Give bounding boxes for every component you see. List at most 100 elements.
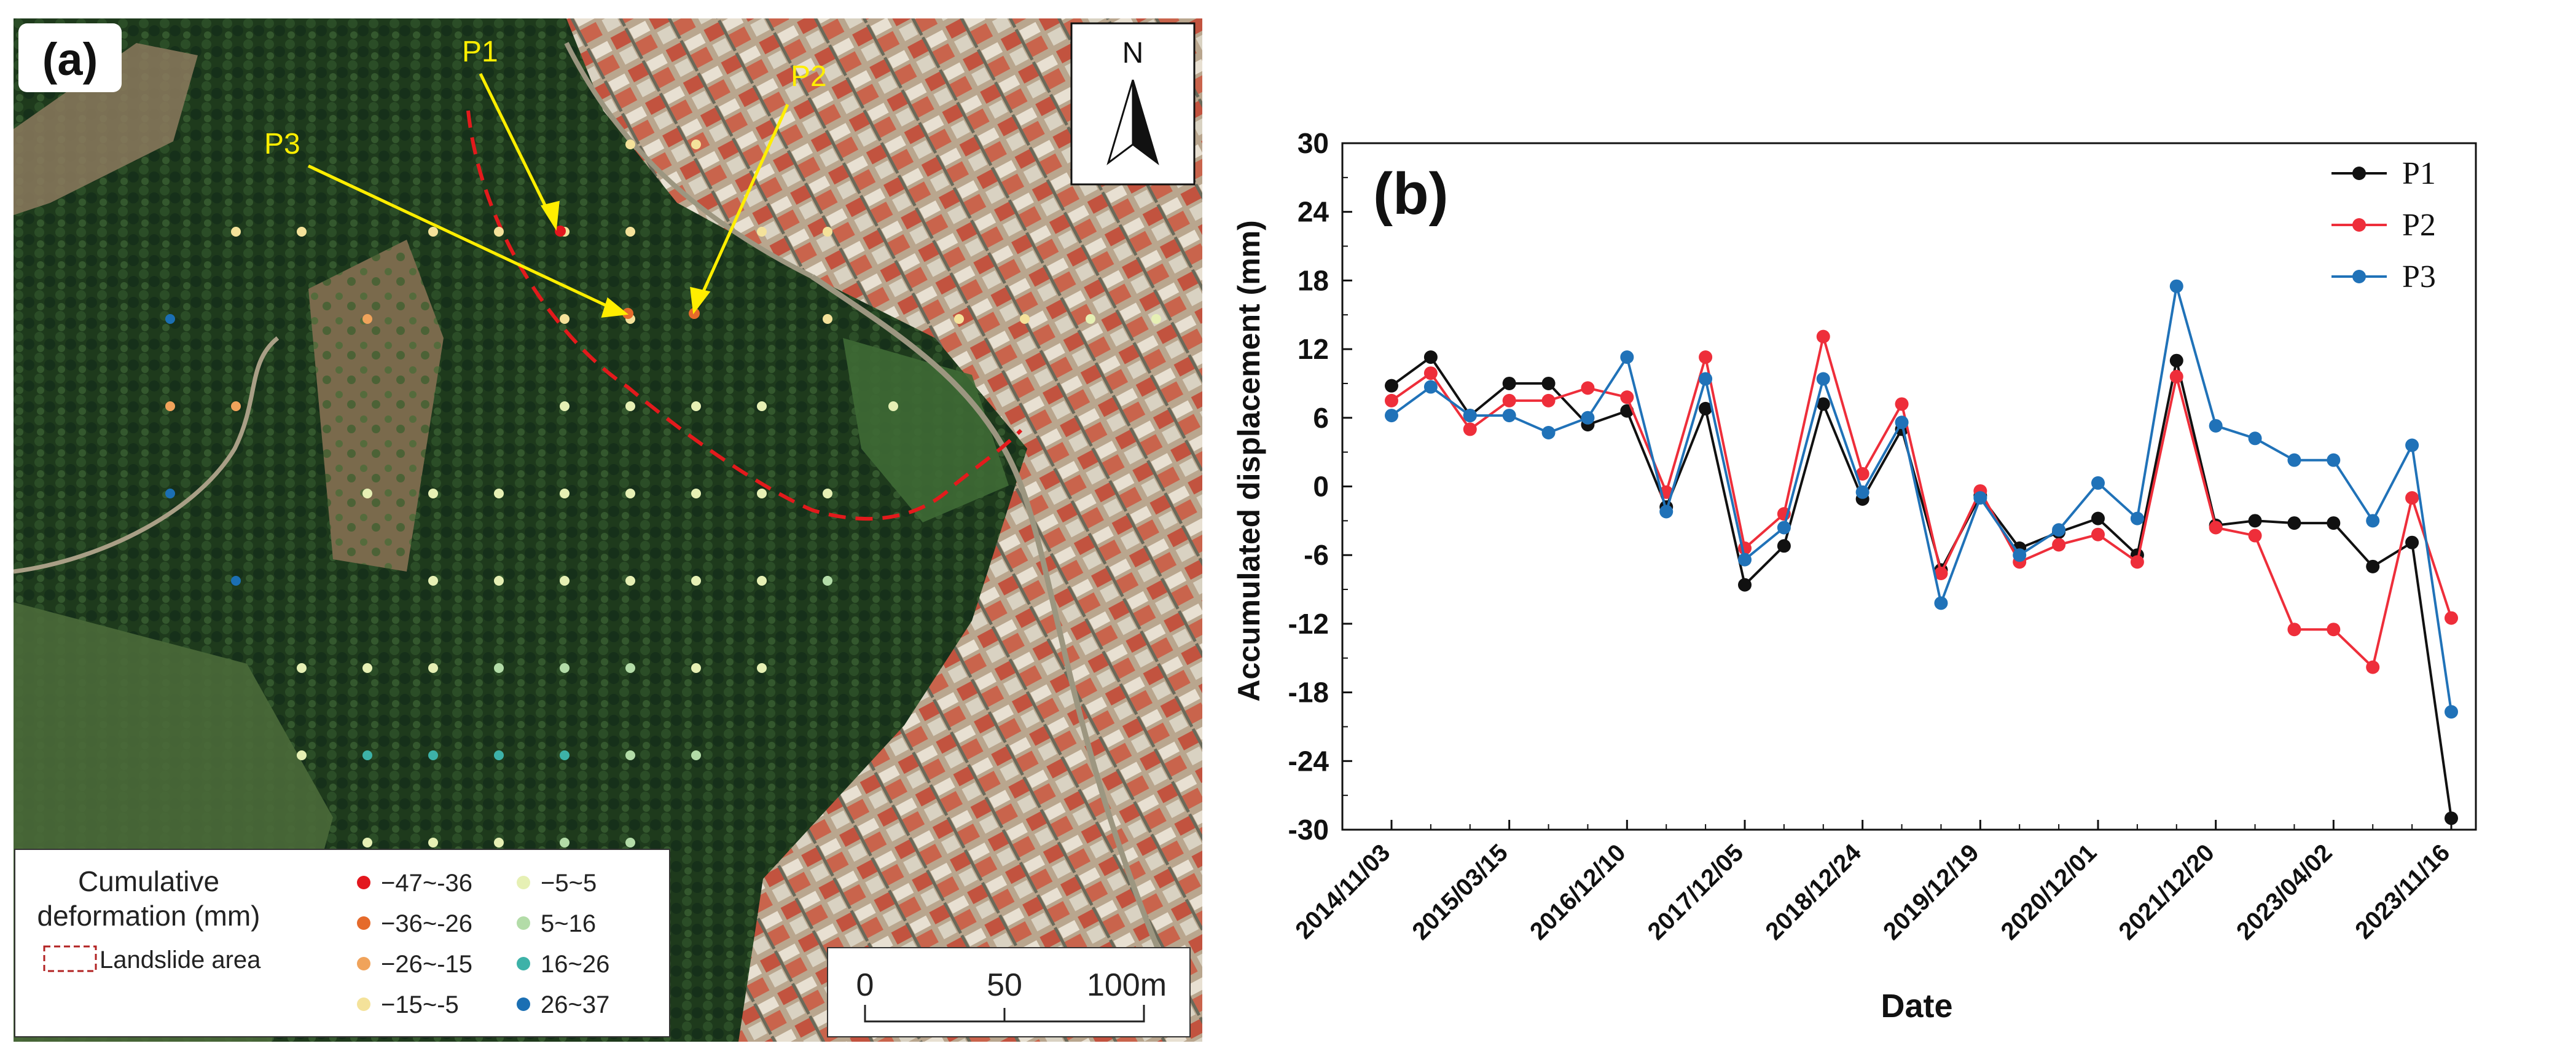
data-point-p1[interactable] (2287, 516, 2301, 530)
deformation-point[interactable] (560, 314, 570, 324)
deformation-point[interactable] (428, 838, 438, 848)
deformation-point[interactable] (362, 838, 372, 848)
deformation-point[interactable] (494, 489, 504, 498)
data-point-p3[interactable] (2405, 438, 2419, 452)
deformation-point[interactable] (888, 401, 898, 411)
deformation-point[interactable] (691, 576, 701, 586)
deformation-point[interactable] (823, 227, 832, 237)
deformation-point[interactable] (428, 750, 438, 760)
data-point-p2[interactable] (2445, 611, 2458, 625)
data-point-p3[interactable] (2445, 705, 2458, 719)
data-point-p3[interactable] (1463, 409, 1477, 423)
data-point-p3[interactable] (1581, 411, 1595, 425)
deformation-point[interactable] (494, 227, 504, 237)
data-point-p2[interactable] (2405, 491, 2419, 505)
deformation-point[interactable] (165, 401, 175, 411)
deformation-point[interactable] (625, 401, 635, 411)
data-point-p2[interactable] (1934, 566, 1948, 580)
deformation-point[interactable] (362, 750, 372, 760)
data-point-p1[interactable] (1423, 350, 1438, 364)
data-point-p2[interactable] (1541, 393, 1556, 407)
data-point-p1[interactable] (1777, 539, 1791, 553)
data-point-p1[interactable] (2405, 535, 2419, 549)
data-point-p2[interactable] (2052, 538, 2066, 552)
data-point-p3[interactable] (1385, 409, 1398, 423)
deformation-point[interactable] (297, 750, 307, 760)
deformation-point[interactable] (560, 663, 570, 673)
deformation-point[interactable] (231, 227, 241, 237)
data-point-p2[interactable] (1816, 329, 1830, 344)
data-point-p2[interactable] (1423, 366, 1438, 380)
deformation-point[interactable] (757, 489, 767, 498)
data-point-p3[interactable] (1973, 491, 1987, 505)
point-p3[interactable] (622, 308, 633, 319)
deformation-point[interactable] (231, 576, 241, 586)
deformation-point[interactable] (625, 663, 635, 673)
deformation-point[interactable] (823, 576, 832, 586)
deformation-point[interactable] (691, 140, 701, 149)
data-point-p1[interactable] (1699, 401, 1713, 415)
point-p1[interactable] (555, 226, 566, 237)
deformation-point[interactable] (494, 663, 504, 673)
data-point-p1[interactable] (2327, 516, 2341, 530)
deformation-point[interactable] (428, 576, 438, 586)
data-point-p3[interactable] (1855, 485, 1869, 499)
deformation-point[interactable] (297, 227, 307, 237)
deformation-point[interactable] (1086, 314, 1095, 324)
deformation-point[interactable] (165, 489, 175, 498)
data-point-p1[interactable] (1816, 397, 1830, 411)
deformation-point[interactable] (757, 227, 767, 237)
data-point-p2[interactable] (2248, 529, 2262, 543)
data-point-p2[interactable] (1855, 467, 1869, 481)
deformation-point[interactable] (494, 576, 504, 586)
data-point-p1[interactable] (2445, 811, 2458, 825)
point-p2[interactable] (689, 308, 700, 319)
data-point-p3[interactable] (2169, 279, 2183, 293)
deformation-point[interactable] (1020, 314, 1030, 324)
data-point-p3[interactable] (1816, 372, 1830, 386)
deformation-point[interactable] (362, 489, 372, 498)
deformation-point[interactable] (560, 576, 570, 586)
data-point-p2[interactable] (2209, 521, 2223, 535)
data-point-p1[interactable] (2091, 511, 2105, 525)
deformation-point[interactable] (691, 663, 701, 673)
data-point-p3[interactable] (2209, 419, 2223, 433)
data-point-p2[interactable] (1620, 390, 1634, 404)
data-point-p2[interactable] (2366, 660, 2380, 674)
data-point-p3[interactable] (1699, 372, 1713, 386)
deformation-point[interactable] (757, 663, 767, 673)
deformation-point[interactable] (823, 314, 832, 324)
data-point-p1[interactable] (1385, 379, 1398, 393)
deformation-point[interactable] (625, 750, 635, 760)
deformation-point[interactable] (625, 489, 635, 498)
deformation-point[interactable] (823, 489, 832, 498)
deformation-point[interactable] (625, 227, 635, 237)
data-point-p2[interactable] (1699, 350, 1713, 364)
data-point-p1[interactable] (2248, 514, 2262, 528)
deformation-point[interactable] (560, 838, 570, 848)
data-point-p3[interactable] (2130, 511, 2144, 525)
data-point-p3[interactable] (2287, 453, 2301, 467)
deformation-point[interactable] (297, 663, 307, 673)
deformation-point[interactable] (560, 489, 570, 498)
deformation-point[interactable] (691, 489, 701, 498)
data-point-p3[interactable] (2091, 476, 2105, 490)
data-point-p3[interactable] (1620, 350, 1634, 364)
deformation-point[interactable] (691, 401, 701, 411)
deformation-point[interactable] (560, 401, 570, 411)
deformation-point[interactable] (362, 314, 372, 324)
data-point-p2[interactable] (2130, 555, 2144, 569)
data-point-p2[interactable] (2327, 623, 2341, 637)
deformation-point[interactable] (494, 838, 504, 848)
deformation-point[interactable] (165, 314, 175, 324)
data-point-p1[interactable] (1502, 376, 1516, 390)
data-point-p2[interactable] (1581, 381, 1595, 395)
deformation-point[interactable] (757, 401, 767, 411)
data-point-p3[interactable] (1895, 415, 1909, 430)
data-point-p3[interactable] (1502, 409, 1516, 423)
data-point-p3[interactable] (1659, 505, 1674, 519)
data-point-p2[interactable] (1385, 393, 1398, 407)
deformation-point[interactable] (428, 663, 438, 673)
data-point-p2[interactable] (1895, 397, 1909, 411)
data-point-p3[interactable] (1541, 426, 1556, 440)
